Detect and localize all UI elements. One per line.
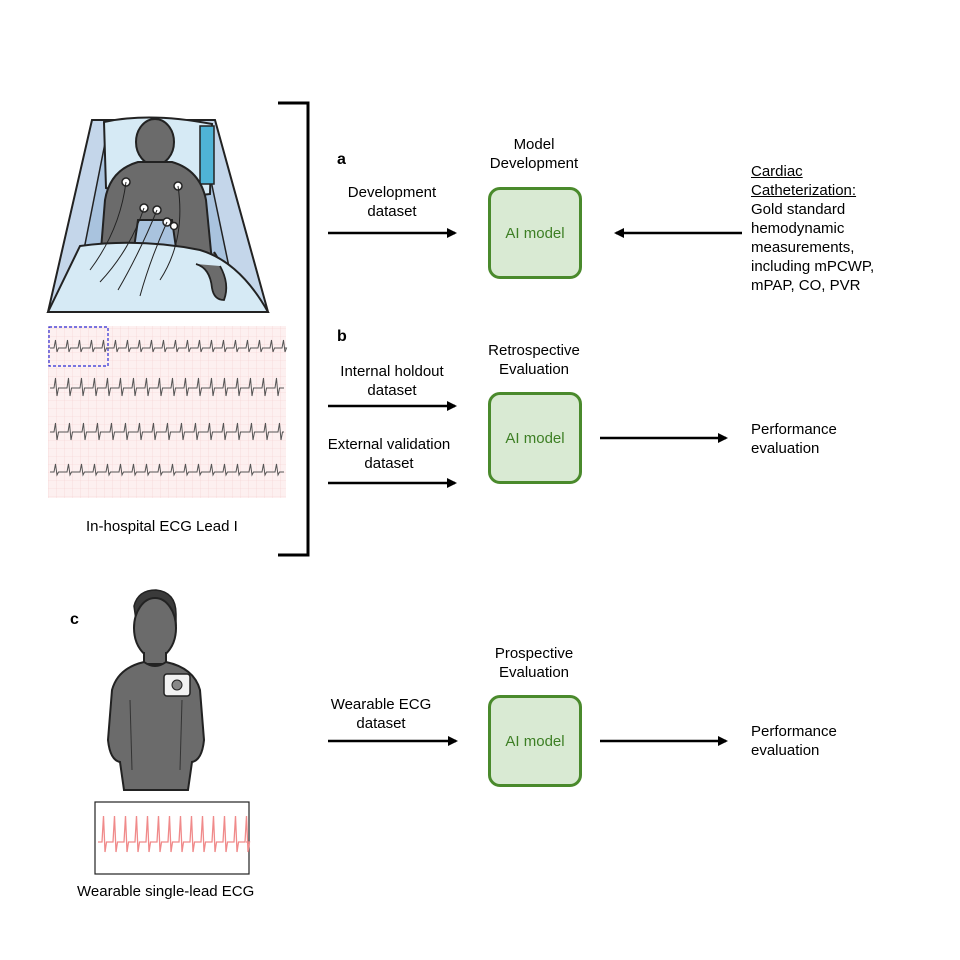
development-dataset-label: Development dataset (330, 183, 454, 221)
stage-title-line-1: Retrospective (488, 342, 580, 359)
label-line-2: dataset (364, 455, 414, 472)
panel-b-letter: b (337, 328, 347, 345)
ecg-trace-row-2 (50, 377, 284, 397)
reference-title-line-2: Catheterization: (751, 182, 857, 199)
wearable-ecg-dataset-label: Wearable ECG dataset (318, 695, 444, 733)
internal-holdout-label: Internal holdout dataset (322, 362, 462, 400)
reference-body-line-5: mPAP, CO, PVR (751, 277, 861, 294)
external-validation-label: External validation dataset (314, 435, 464, 473)
hospital-ecg-caption: In-hospital ECG Lead I (86, 518, 238, 535)
hospital-patient-illustration (46, 116, 270, 313)
label-line-1: Performance (751, 723, 837, 740)
label-line-1: Development (347, 184, 437, 201)
panel-a-letter: a (337, 151, 346, 168)
ecg-trace-row-3 (50, 422, 284, 441)
cardiac-catheterization-label: Cardiac Catheterization: Gold standard h… (751, 162, 931, 295)
stage-title-line-1: Model (513, 136, 555, 153)
label-line-1: Wearable ECG (330, 696, 432, 713)
reference-body-line-4: including mPCWP, (751, 258, 875, 275)
panel-a-stage-title: Model Development (474, 135, 594, 173)
stage-title-line-2: Evaluation (498, 664, 570, 681)
grouping-bracket (278, 101, 310, 557)
label-line-2: dataset (367, 382, 417, 399)
ecg-trace-row-1 (50, 339, 288, 353)
reference-body-line-1: Gold standard (751, 201, 846, 218)
label-line-2: evaluation (751, 440, 820, 457)
ai-model-box-retrospective: AI model (488, 392, 582, 484)
panel-b-stage-title: Retrospective Evaluation (469, 341, 599, 379)
ai-model-box-prospective: AI model (488, 695, 582, 787)
stage-title-line-2: Evaluation (498, 361, 570, 378)
hospital-ecg-strip (48, 326, 288, 498)
wearable-ecg-trace (98, 815, 251, 853)
performance-evaluation-label-c: Performance evaluation (751, 722, 891, 760)
performance-evaluation-label-b: Performance evaluation (751, 420, 891, 458)
reference-body-line-3: measurements, (751, 239, 855, 256)
stage-title-line-1: Prospective (494, 645, 574, 662)
stage-title-line-2: Development (489, 155, 579, 172)
label-line-2: dataset (356, 715, 406, 732)
label-line-2: evaluation (751, 742, 820, 759)
wearable-person-illustration (106, 589, 206, 791)
reference-title-line-1: Cardiac (751, 163, 803, 180)
wearable-ecg-box (94, 801, 251, 875)
ecg-trace-row-4 (50, 463, 284, 477)
panel-c-letter: c (70, 611, 79, 628)
label-line-1: Performance (751, 421, 837, 438)
ai-model-box-development: AI model (488, 187, 582, 279)
panel-c-stage-title: Prospective Evaluation (474, 644, 594, 682)
label-line-2: dataset (367, 203, 417, 220)
label-line-1: External validation (327, 436, 451, 453)
wearable-ecg-caption: Wearable single-lead ECG (77, 883, 255, 900)
lead-i-highlight-box (48, 326, 109, 367)
label-line-1: Internal holdout (340, 363, 444, 380)
reference-body-line-2: hemodynamic (751, 220, 845, 237)
